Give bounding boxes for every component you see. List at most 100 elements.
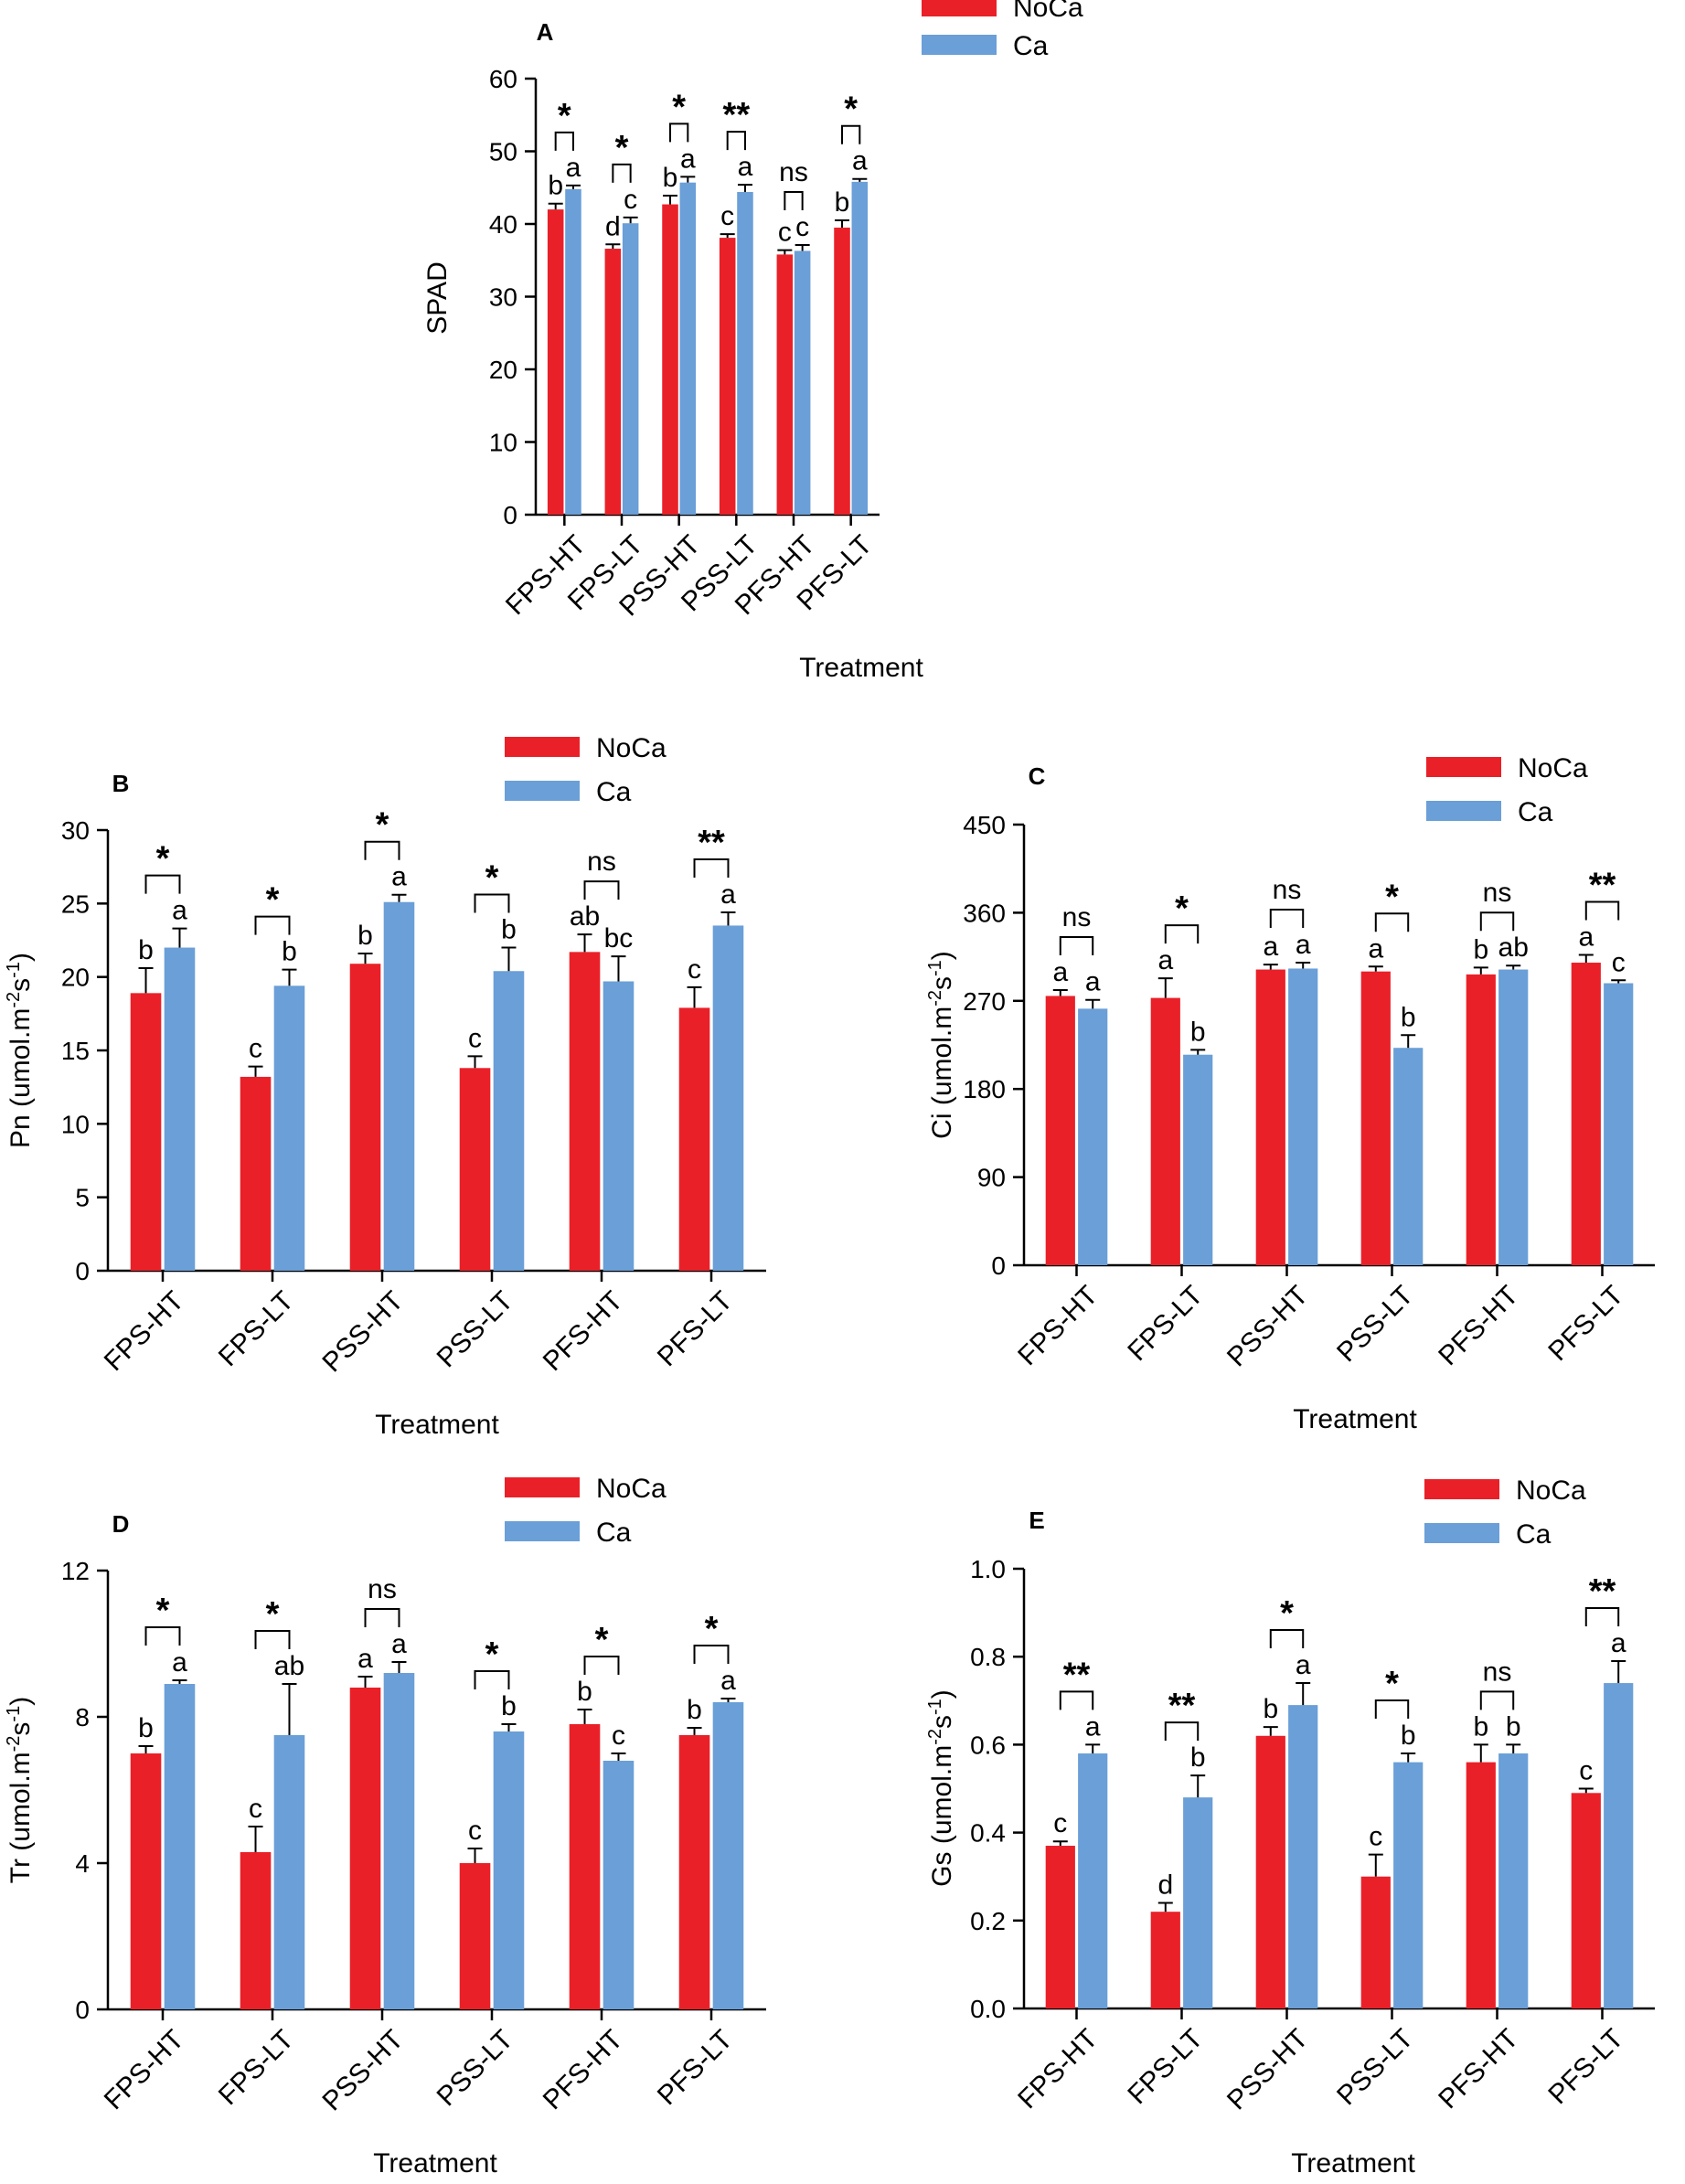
x-tick-label-fps-ht: FPS-HT	[99, 1285, 190, 1377]
legend-swatch-ca	[1426, 801, 1501, 821]
x-tick-label-pss-lt: PSS-LT	[432, 1285, 519, 1373]
y-axis-label-main: Pn (umol.m	[5, 1008, 36, 1148]
y-tick-label: 0.8	[970, 1643, 1006, 1671]
bar-noca-fps-lt	[240, 1852, 272, 2009]
significance-marker: ns	[779, 157, 808, 187]
significance-letter: b	[663, 163, 678, 193]
y-tick-label: 12	[61, 1557, 90, 1585]
panel-label: D	[112, 1510, 130, 1538]
legend-swatch-ca	[922, 35, 997, 55]
bar-noca-pss-lt	[1360, 1876, 1391, 2008]
significance-marker: *	[1175, 890, 1189, 928]
x-tick-label-pfs-ht: PFS-HT	[538, 1285, 629, 1377]
significance-bracket	[1059, 936, 1094, 956]
significance-letter: a	[1578, 922, 1594, 952]
significance-letter: c	[612, 1721, 625, 1751]
y-tick-label: 10	[61, 1110, 90, 1138]
significance-marker: *	[156, 1592, 170, 1630]
bar-ca-pfs-ht	[1498, 969, 1529, 1265]
y-tick-label: 8	[75, 1703, 90, 1731]
y-tick-label: 10	[489, 429, 517, 457]
significance-letter: b	[357, 921, 373, 951]
significance-letter: a	[720, 879, 736, 910]
panel-label: E	[1029, 1507, 1044, 1534]
x-axis-label: Treatment	[375, 1410, 499, 1440]
bar-ca-pss-ht	[383, 901, 415, 1271]
bar-noca-pfs-lt	[1571, 1793, 1601, 2008]
significance-letter: b	[138, 935, 154, 965]
bar-noca-fps-lt	[1150, 997, 1180, 1265]
bar-ca-pss-ht	[1288, 968, 1318, 1265]
significance-letter: c	[1369, 1822, 1382, 1852]
bar-ca-pfs-ht	[1498, 1753, 1529, 2008]
y-tick-label: 0.2	[970, 1907, 1006, 1935]
x-tick-label-pfs-lt: PFS-LT	[652, 1285, 739, 1372]
significance-letter: a	[1296, 1650, 1311, 1680]
significance-letter: a	[172, 1647, 187, 1678]
bar-noca-pss-ht	[349, 964, 381, 1271]
significance-letter: b	[1506, 1711, 1521, 1742]
x-tick-label-pss-ht: PSS-HT	[1221, 2023, 1314, 2115]
legend-label-ca: Ca	[1013, 31, 1049, 61]
legend-swatch-noca	[505, 1477, 580, 1497]
legend-swatch-noca	[505, 737, 580, 757]
bar-noca-fps-lt	[604, 249, 622, 515]
significance-marker: *	[672, 88, 686, 126]
significance-marker: *	[1280, 1594, 1294, 1633]
y-tick-label: 180	[963, 1075, 1006, 1103]
y-tick-label: 0	[991, 1252, 1006, 1280]
significance-bracket	[144, 1626, 181, 1646]
significance-bracket	[583, 880, 620, 900]
significance-letter: bc	[604, 923, 634, 954]
y-axis-label: Ci (umol.m-2s-1)	[925, 951, 957, 1139]
y-axis-label-main: Ci (umol.m	[927, 1007, 957, 1139]
significance-letter: a	[1368, 933, 1383, 964]
significance-bracket	[1374, 912, 1410, 932]
y-axis-label-mid: s	[927, 1715, 957, 1729]
x-axis-label: Treatment	[373, 2148, 497, 2179]
legend-label-noca: NoCa	[1013, 0, 1083, 23]
bar-noca-pfs-ht	[1466, 974, 1496, 1265]
y-tick-label: 20	[489, 356, 517, 384]
bar-ca-pfs-lt	[1604, 1683, 1634, 2008]
significance-letter: c	[688, 954, 701, 985]
significance-marker: *	[266, 1595, 280, 1634]
chart-panel-a: ANoCaCa0102030405060SPADTreatmentba*FPS-…	[422, 0, 1083, 683]
bar-noca-fps-ht	[1045, 1846, 1075, 2008]
bar-ca-pss-ht	[1288, 1705, 1318, 2008]
bar-ca-pfs-lt	[1604, 983, 1634, 1265]
legend-swatch-ca	[505, 781, 580, 801]
significance-letter: c	[795, 212, 809, 242]
bar-noca-fps-lt	[1150, 1912, 1180, 2008]
bar-noca-fps-ht	[130, 1753, 162, 2009]
bar-ca-fps-lt	[1183, 1797, 1213, 2008]
significance-bracket	[1269, 909, 1305, 929]
bar-ca-pss-lt	[493, 971, 525, 1271]
legend-label-ca: Ca	[596, 777, 632, 807]
x-tick-label-pss-ht: PSS-HT	[1221, 1280, 1314, 1372]
x-axis-label: Treatment	[1291, 2148, 1415, 2179]
bar-ca-pfs-ht	[603, 1761, 635, 2009]
bar-noca-pfs-lt	[678, 1007, 710, 1271]
significance-letter: b	[1190, 1017, 1206, 1047]
y-tick-label: 0	[75, 1996, 90, 2024]
significance-marker: *	[266, 881, 280, 920]
y-axis-label-main: Gs (umol.m	[927, 1745, 957, 1887]
y-axis-label-sup: -2	[4, 992, 24, 1008]
significance-letter: b	[577, 1677, 592, 1707]
legend-label-noca: NoCa	[1518, 753, 1588, 783]
y-tick-label: 270	[963, 987, 1006, 1016]
significance-letter: a	[720, 1666, 736, 1696]
x-tick-label-pfs-ht: PFS-HT	[538, 2024, 629, 2115]
significance-letter: d	[605, 211, 621, 241]
y-tick-label: 30	[61, 816, 90, 845]
bar-ca-pss-lt	[1393, 1762, 1424, 2008]
y-axis-label-tail: )	[927, 951, 957, 960]
y-tick-label: 0	[75, 1257, 90, 1285]
bar-noca-fps-ht	[1045, 996, 1075, 1265]
bar-ca-pfs-ht	[794, 250, 811, 515]
bar-ca-pfs-ht	[603, 981, 635, 1271]
x-tick-label-fps-ht: FPS-HT	[99, 2024, 190, 2115]
significance-marker: *	[705, 1610, 719, 1648]
significance-bracket	[1584, 900, 1620, 921]
